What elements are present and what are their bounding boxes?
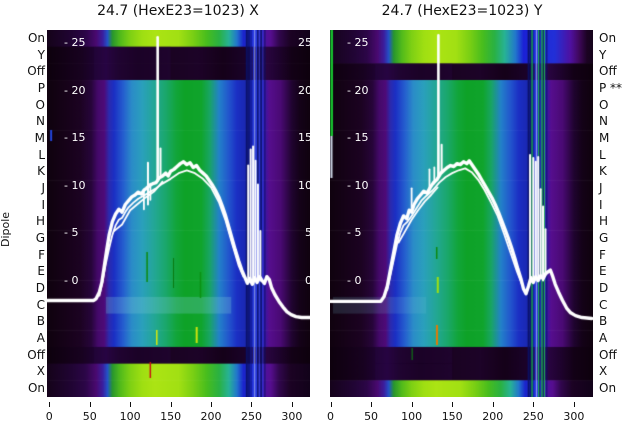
dipole-row-label: D [599, 281, 609, 296]
dipole-row-label: Off [27, 347, 45, 362]
panel-y-title: 24.7 (HexE23=1023) Y [381, 3, 543, 19]
dipole-row-label: Y [599, 47, 607, 62]
x-tick-label: 0 [327, 410, 334, 423]
x-tick-label: 100 [401, 410, 423, 423]
x-tick-label: 0 [45, 410, 53, 423]
dipole-row-label: P ** [599, 80, 623, 95]
dipole-row-label: K [37, 164, 45, 179]
dipole-row-label: N [36, 114, 45, 129]
x-tick-mark [452, 402, 454, 407]
dipole-row-label: On [599, 381, 617, 396]
y-tick-label-right: 5 [305, 226, 312, 239]
heatmap-panel-y [330, 30, 593, 397]
y-tick-label: - 20 [64, 83, 86, 97]
x-tick-mark [573, 402, 575, 407]
dipole-row-label: K [599, 164, 607, 179]
dipole-row-label: O [599, 97, 609, 112]
x-tick-mark [130, 402, 132, 407]
dipole-row-label: F [599, 247, 606, 262]
dipole-row-label: A [36, 331, 45, 346]
x-tick-label: 150 [441, 410, 463, 423]
dipole-row-label: D [35, 281, 45, 296]
x-tick-mark [211, 402, 213, 407]
dipole-row-label: C [36, 297, 45, 312]
dipole-row-label: E [599, 264, 607, 279]
dipole-row-label: G [599, 231, 609, 246]
y-tick-label: - 15 [347, 131, 369, 144]
x-tick-label: 300 [563, 410, 585, 423]
y-tick-label: - 5 [347, 226, 362, 239]
y-tick-label: - 10 [64, 178, 86, 192]
dipole-row-label: H [599, 214, 609, 229]
y-tick-label-right: 10 [298, 178, 312, 192]
dipole-row-label: J [599, 180, 603, 195]
dipole-row-label: X [36, 364, 45, 379]
dipole-row-label: H [35, 214, 45, 229]
x-tick-label: 300 [281, 410, 303, 423]
x-tick-label: 200 [200, 410, 222, 423]
x-tick-mark [170, 402, 172, 407]
dipole-row-label: Off [599, 64, 617, 79]
x-tick-label: 250 [240, 410, 262, 423]
dipole-row-label: N [599, 114, 608, 129]
dipole-row-label: Y [37, 47, 45, 62]
x-tick-label: 200 [482, 410, 504, 423]
y-tick-label: - 15 [64, 131, 86, 144]
dipole-row-label: C [599, 297, 608, 312]
dipole-row-label: B [36, 314, 45, 329]
x-tick-label: 100 [119, 410, 141, 423]
dipole-row-label: On [27, 381, 45, 396]
dipole-row-label: I [41, 197, 45, 212]
y-tick-label: - 25 [347, 36, 369, 49]
y-tick-label-right: 25 [298, 36, 312, 49]
x-tick-mark [492, 402, 494, 407]
x-tick-label: 250 [522, 410, 544, 423]
x-tick-label: 50 [82, 410, 97, 423]
x-tick-mark [330, 402, 332, 407]
y-tick-label: - 0 [347, 273, 362, 287]
dipole-row-label: L [38, 147, 45, 162]
dipole-row-label: O [35, 97, 45, 112]
dipole-row-label: I [599, 197, 603, 212]
x-tick-mark [371, 402, 373, 407]
x-tick-mark [411, 402, 413, 407]
dipole-row-label: On [27, 30, 45, 45]
y-tick-label-right: 0 [305, 273, 312, 287]
y-tick-label: - 10 [347, 178, 369, 192]
dipole-row-label: X [599, 364, 608, 379]
y-tick-label: - 5 [64, 226, 79, 239]
x-tick-mark [291, 402, 293, 407]
dipole-row-label: F [38, 247, 45, 262]
x-tick-mark [49, 402, 51, 407]
panel-x-title: 24.7 (HexE23=1023) X [97, 3, 259, 19]
x-tick-mark [89, 402, 91, 407]
dipole-row-label: A [599, 331, 608, 346]
y-tick-label: - 25 [64, 36, 86, 49]
x-tick-mark [251, 402, 253, 407]
dipole-row-label: On [599, 30, 617, 45]
dipole-row-label: E [37, 264, 45, 279]
y-tick-label: - 0 [64, 273, 79, 287]
dipole-row-label: B [599, 314, 608, 329]
dipole-row-label: Off [27, 64, 45, 79]
x-tick-label: 150 [160, 410, 182, 423]
x-tick-label: 50 [364, 410, 379, 423]
heatmap-panel-x [47, 30, 310, 397]
dipole-row-label: Off [599, 347, 617, 362]
dipole-row-label: M [599, 130, 610, 145]
y-tick-label: - 20 [347, 83, 369, 97]
dipole-row-label: J [41, 180, 45, 195]
dipole-row-label: G [35, 231, 45, 246]
y-tick-label-right: 20 [298, 83, 312, 97]
x-tick-mark [533, 402, 535, 407]
dipole-row-label: L [599, 147, 606, 162]
y-tick-label-right: 15 [298, 131, 312, 144]
dipole-row-label: M [34, 130, 45, 145]
dipole-row-label: P [37, 80, 45, 95]
